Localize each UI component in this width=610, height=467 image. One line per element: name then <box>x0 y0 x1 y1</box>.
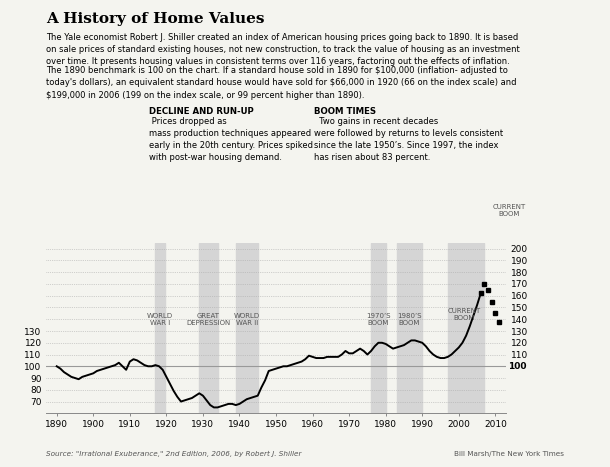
Text: BOOM TIMES: BOOM TIMES <box>314 107 376 116</box>
Text: GREAT
DEPRESSION: GREAT DEPRESSION <box>186 313 231 326</box>
Bar <box>448 243 484 413</box>
Text: 1970’S
BOOM: 1970’S BOOM <box>366 313 390 326</box>
Text: The Yale economist Robert J. Shiller created an index of American housing prices: The Yale economist Robert J. Shiller cre… <box>46 33 520 66</box>
Text: A History of Home Values: A History of Home Values <box>46 12 264 26</box>
Bar <box>156 243 165 413</box>
Text: Prices dropped as
mass production techniques appeared
early in the 20th century.: Prices dropped as mass production techni… <box>149 117 314 162</box>
Text: The 1890 benchmark is 100 on the chart. If a standard house sold in 1890 for $10: The 1890 benchmark is 100 on the chart. … <box>46 66 516 99</box>
Text: 100: 100 <box>508 362 526 371</box>
Bar <box>396 243 422 413</box>
Text: Bill Marsh/The New York Times: Bill Marsh/The New York Times <box>454 451 564 457</box>
Text: Source: "Irrational Exuberance," 2nd Edition, 2006, by Robert J. Shiller: Source: "Irrational Exuberance," 2nd Edi… <box>46 451 301 457</box>
Text: WORLD
WAR II: WORLD WAR II <box>234 313 260 326</box>
Text: CURRENT
BOOM: CURRENT BOOM <box>448 307 481 321</box>
Text: DECLINE AND RUN-UP: DECLINE AND RUN-UP <box>149 107 254 116</box>
Text: CURRENT
BOOM: CURRENT BOOM <box>493 204 526 217</box>
Text: WORLD
WAR I: WORLD WAR I <box>147 313 173 326</box>
Bar <box>199 243 218 413</box>
Bar <box>236 243 258 413</box>
Text: 1980’S
BOOM: 1980’S BOOM <box>397 313 422 326</box>
Bar <box>371 243 386 413</box>
Text: Two gains in recent decades
were followed by returns to levels consistent
since : Two gains in recent decades were followe… <box>314 117 503 162</box>
